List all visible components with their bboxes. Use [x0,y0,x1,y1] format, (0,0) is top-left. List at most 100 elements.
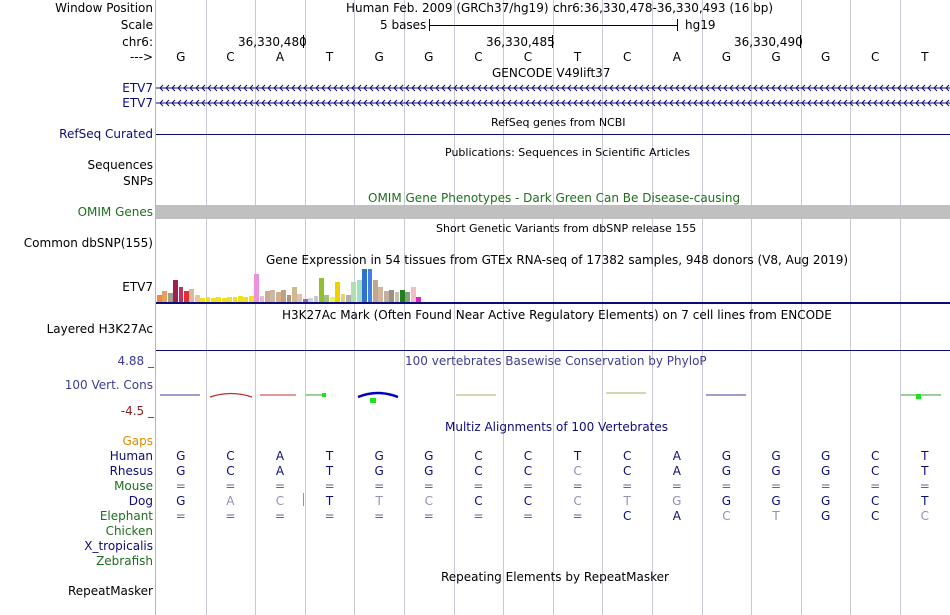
gtex-tissue-bar[interactable] [265,291,270,302]
dbsnp-title[interactable]: Short Genetic Variants from dbSNP releas… [436,222,697,235]
gtex-tissue-bar[interactable] [362,269,367,302]
gtex-label[interactable]: ETV7 [122,280,153,294]
gtex-tissue-bar[interactable] [211,298,216,302]
gtex-tissue-bar[interactable] [286,295,292,302]
multiz-title[interactable]: Multiz Alignments of 100 Vertebrates [445,420,669,434]
gtex-tissue-bar[interactable] [238,296,243,302]
refseq-title[interactable]: RefSeq genes from NCBI [491,116,626,129]
gtex-tissue-bar[interactable] [329,297,335,302]
alignment-base: = [324,509,335,523]
gtex-tissue-bar[interactable] [157,295,162,302]
gtex-tissue-bar[interactable] [394,292,400,302]
gtex-tissue-bar[interactable] [254,274,259,302]
gtex-tissue-bar[interactable] [221,298,227,302]
gtex-tissue-bar[interactable] [405,292,411,302]
gtex-tissue-bar[interactable] [248,296,254,302]
rmsk-label[interactable]: RepeatMasker [67,584,153,598]
gtex-tissue-bar[interactable] [335,282,340,302]
gtex-tissue-bar[interactable] [200,298,205,302]
cons-wiggle-plot[interactable] [156,385,950,410]
species-label-mouse[interactable]: Mouse [114,479,153,493]
gtex-tissue-bar[interactable] [367,269,373,302]
gtex-tissue-bar[interactable] [232,297,238,302]
gtex-tissue-bar[interactable] [292,287,297,302]
dbsnp-label[interactable]: Common dbSNP(155) [23,236,153,250]
gtex-tissue-bar[interactable] [319,278,324,302]
h3k27ac-title[interactable]: H3K27Ac Mark (Often Found Near Active Re… [282,308,832,322]
gtex-tissue-bar[interactable] [194,295,200,302]
cons-label[interactable]: 100 Vert. Cons [64,378,153,392]
strand-chevron [819,84,824,92]
gtex-tissue-bar[interactable] [308,298,313,302]
strand-chevron [849,84,854,92]
assembly-name[interactable]: Human Feb. 2009 (GRCh37/hg19) [346,1,549,15]
h3k27ac-label[interactable]: Layered H3K27Ac [46,322,153,336]
alignment-base: = [175,509,186,523]
rmsk-title[interactable]: Repeating Elements by RepeatMasker [441,570,669,584]
pubs-title[interactable]: Publications: Sequences in Scientific Ar… [445,146,690,159]
gtex-tissue-bar[interactable] [178,287,184,302]
gtex-tissue-bar[interactable] [383,291,389,302]
alignment-base: = [473,509,484,523]
gtex-tissue-bar[interactable] [302,299,308,302]
gtex-tissue-bar[interactable] [184,291,189,302]
gtex-bar-chart[interactable] [157,269,557,302]
omim-label[interactable]: OMIM Genes [77,205,153,219]
gtex-tissue-bar[interactable] [373,280,378,302]
species-label-rhesus[interactable]: Rhesus [109,464,153,478]
strand-chevron [825,99,830,107]
cons-title[interactable]: 100 vertebrates Basewise Conservation by… [405,354,707,368]
gtex-tissue-bar[interactable] [324,295,330,302]
omim-title[interactable]: OMIM Gene Phenotypes - Dark Green Can Be… [368,191,741,205]
species-label-dog[interactable]: Dog [128,494,153,508]
gtex-tissue-bar[interactable] [410,287,416,302]
gtex-tissue-bar[interactable] [275,292,281,302]
omim-feature-bar[interactable] [156,205,950,219]
gtex-tissue-bar[interactable] [313,296,319,302]
gtex-tissue-bar[interactable] [167,293,173,302]
gencode-transcripts[interactable] [156,82,950,112]
pubs-sequences-label[interactable]: Sequences [87,158,153,172]
gtex-tissue-bar[interactable] [162,291,168,302]
pubs-snps-label[interactable]: SNPs [123,174,153,188]
refseq-gene-line[interactable] [156,134,950,135]
strand-chevron [471,84,476,92]
species-label-zebrafish[interactable]: Zebrafish [96,554,153,568]
gencode-row-1-label[interactable]: ETV7 [122,81,153,95]
gtex-tissue-bar[interactable] [400,290,405,302]
species-label-chicken[interactable]: Chicken [105,524,153,538]
gtex-tissue-bar[interactable] [351,282,357,302]
alignment-base: C [622,509,632,523]
multiz-gaps-label[interactable]: Gaps [122,434,153,448]
gtex-tissue-bar[interactable] [227,297,232,302]
alignment-base: G [721,494,732,508]
gtex-tissue-bar[interactable] [259,296,265,302]
window-range[interactable]: chr6:36,330,478-36,330,493 (16 bp) [553,1,774,15]
gtex-tissue-bar[interactable] [173,280,178,302]
gtex-tissue-bar[interactable] [205,297,211,302]
gencode-row-2-label[interactable]: ETV7 [122,96,153,110]
strand-chevron [291,84,296,92]
species-label-human[interactable]: Human [109,449,153,463]
refseq-label[interactable]: RefSeq Curated [59,127,153,141]
gencode-title[interactable]: GENCODE V49lift37 [492,66,611,80]
species-label-elephant[interactable]: Elephant [99,509,153,523]
gtex-tissue-bar[interactable] [346,295,351,302]
gtex-tissue-bar[interactable] [356,280,362,302]
strand-chevron [423,99,428,107]
gtex-tissue-bar[interactable] [270,290,276,302]
gtex-tissue-bar[interactable] [378,287,384,302]
gtex-tissue-bar[interactable] [340,294,346,302]
strand-chevron [165,84,170,92]
species-label-x_tropicalis[interactable]: X_tropicalis [84,539,153,553]
gtex-tissue-bar[interactable] [281,290,286,302]
gtex-tissue-bar[interactable] [416,297,421,302]
gtex-tissue-bar[interactable] [216,297,222,302]
strand-chevron [831,99,836,107]
gtex-tissue-bar[interactable] [189,289,195,302]
gtex-title[interactable]: Gene Expression in 54 tissues from GTEx … [266,253,849,267]
gtex-tissue-bar[interactable] [297,294,303,302]
gtex-tissue-bar[interactable] [243,297,249,302]
gtex-tissue-bar[interactable] [389,290,394,302]
strand-chevron [387,84,392,92]
